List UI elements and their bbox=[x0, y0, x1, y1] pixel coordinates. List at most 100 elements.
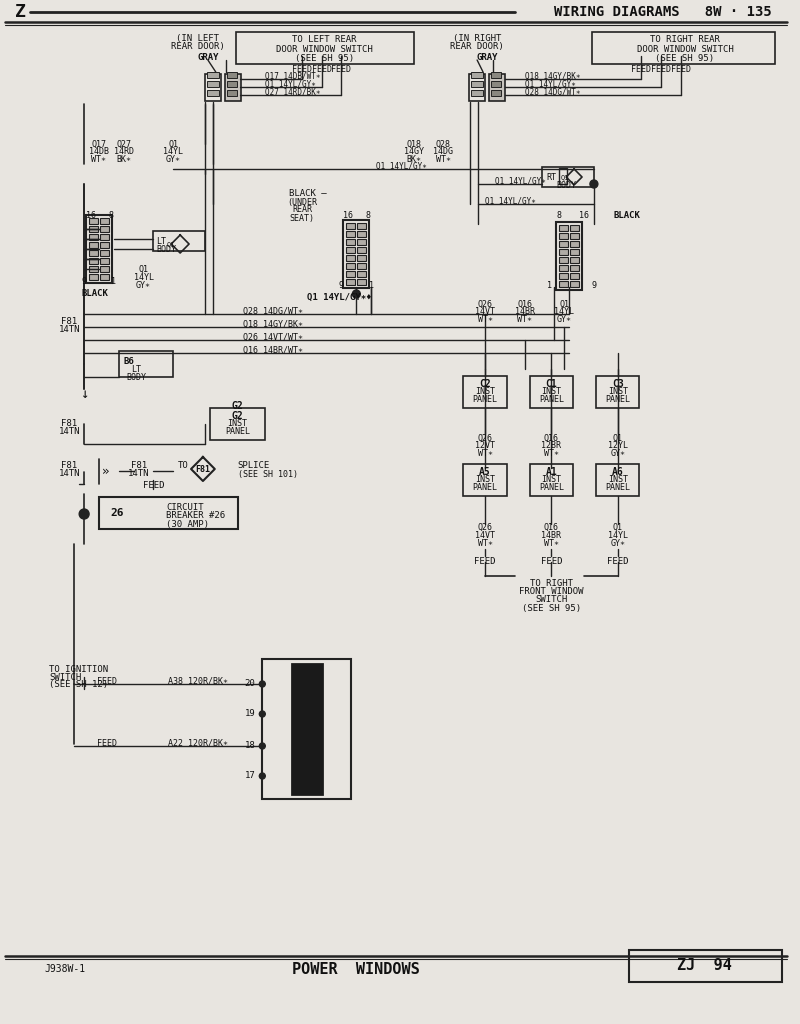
Text: BK∗: BK∗ bbox=[406, 156, 422, 165]
Bar bbox=[559, 265, 568, 271]
Text: 20: 20 bbox=[245, 680, 255, 688]
Text: Q16: Q16 bbox=[544, 433, 559, 442]
Bar bbox=[629, 950, 782, 982]
Bar bbox=[489, 74, 505, 100]
Text: Q17 14DB/WT∗: Q17 14DB/WT∗ bbox=[266, 72, 321, 81]
Text: TO: TO bbox=[178, 462, 189, 470]
Text: Q26: Q26 bbox=[478, 522, 493, 531]
Text: BREAKER #26: BREAKER #26 bbox=[166, 512, 226, 520]
Text: BODY: BODY bbox=[156, 245, 176, 254]
Text: Q1 14YL/GY∗: Q1 14YL/GY∗ bbox=[525, 80, 575, 88]
Text: PANEL: PANEL bbox=[605, 483, 630, 493]
Bar bbox=[292, 664, 322, 794]
Bar bbox=[346, 223, 355, 229]
Bar bbox=[559, 273, 568, 279]
Text: Q1: Q1 bbox=[138, 264, 149, 273]
Text: PANEL: PANEL bbox=[473, 395, 498, 404]
Text: 14DG: 14DG bbox=[434, 147, 454, 157]
Text: 9: 9 bbox=[82, 278, 86, 287]
Circle shape bbox=[352, 290, 360, 298]
Bar bbox=[100, 266, 109, 272]
Text: Q17: Q17 bbox=[91, 139, 106, 148]
Text: J938W-1: J938W-1 bbox=[45, 964, 86, 974]
Text: GY∗: GY∗ bbox=[166, 156, 181, 165]
Text: SWITCH: SWITCH bbox=[535, 596, 567, 604]
Bar bbox=[89, 218, 98, 224]
Bar bbox=[570, 273, 579, 279]
Text: (SEE SH 95): (SEE SH 95) bbox=[522, 603, 581, 612]
Bar bbox=[346, 247, 355, 253]
Text: WT∗: WT∗ bbox=[517, 315, 532, 325]
Text: Q26: Q26 bbox=[478, 433, 493, 442]
Bar bbox=[570, 257, 579, 263]
Bar bbox=[100, 226, 109, 232]
Text: (IN LEFT: (IN LEFT bbox=[177, 35, 219, 43]
Text: WT∗: WT∗ bbox=[478, 539, 493, 548]
Bar bbox=[205, 74, 221, 100]
Text: Q1: Q1 bbox=[613, 433, 622, 442]
Text: FEED: FEED bbox=[541, 557, 562, 566]
Text: 14YL: 14YL bbox=[163, 147, 183, 157]
Bar bbox=[210, 408, 265, 440]
Text: FEED: FEED bbox=[292, 65, 312, 74]
Text: REAR DOOR): REAR DOOR) bbox=[171, 43, 225, 51]
Bar bbox=[592, 32, 775, 63]
Bar bbox=[100, 274, 109, 280]
Text: F81: F81 bbox=[62, 420, 78, 428]
Circle shape bbox=[79, 509, 89, 519]
Text: GY∗: GY∗ bbox=[557, 315, 572, 325]
Text: BODY: BODY bbox=[126, 373, 146, 382]
Text: PANEL: PANEL bbox=[539, 483, 564, 493]
Circle shape bbox=[259, 681, 266, 687]
Text: 14TN: 14TN bbox=[58, 427, 80, 436]
Text: FEED: FEED bbox=[312, 65, 332, 74]
Text: Q28 14DG/WT∗: Q28 14DG/WT∗ bbox=[525, 87, 580, 96]
Bar bbox=[559, 281, 568, 287]
Text: BLACK —: BLACK — bbox=[289, 189, 326, 199]
Bar bbox=[559, 241, 568, 247]
Text: LT: LT bbox=[156, 237, 166, 246]
Circle shape bbox=[259, 773, 266, 779]
Text: 8: 8 bbox=[366, 212, 370, 220]
Text: Q26: Q26 bbox=[478, 299, 493, 308]
Text: A38 120R/BK∗: A38 120R/BK∗ bbox=[168, 677, 228, 685]
Text: BODY: BODY bbox=[556, 180, 576, 189]
Circle shape bbox=[590, 180, 598, 188]
Text: B6: B6 bbox=[124, 357, 134, 367]
Text: 19: 19 bbox=[245, 710, 255, 719]
Circle shape bbox=[259, 711, 266, 717]
Text: SEAT): SEAT) bbox=[290, 213, 314, 222]
Text: 16: 16 bbox=[343, 212, 354, 220]
Text: F81: F81 bbox=[130, 462, 146, 470]
Text: Q28 14DG/WT∗: Q28 14DG/WT∗ bbox=[242, 306, 302, 315]
Text: REAR DOOR): REAR DOOR) bbox=[450, 43, 504, 51]
Text: REAR: REAR bbox=[292, 206, 312, 214]
Text: 14TN: 14TN bbox=[58, 325, 80, 334]
Bar bbox=[226, 90, 237, 95]
Bar bbox=[559, 249, 568, 255]
Text: WT∗: WT∗ bbox=[544, 450, 559, 459]
Bar bbox=[100, 234, 109, 240]
Text: Q1 14YL/GY∗: Q1 14YL/GY∗ bbox=[266, 80, 316, 88]
Text: WIRING DIAGRAMS   8W · 135: WIRING DIAGRAMS 8W · 135 bbox=[554, 5, 772, 19]
Circle shape bbox=[259, 743, 266, 749]
Text: BLACK: BLACK bbox=[614, 212, 641, 220]
Text: 14RD: 14RD bbox=[114, 147, 134, 157]
Text: A22 120R/BK∗: A22 120R/BK∗ bbox=[168, 738, 228, 748]
Bar bbox=[343, 220, 370, 288]
Bar bbox=[469, 74, 485, 100]
Text: Q26 14VT/WT∗: Q26 14VT/WT∗ bbox=[242, 333, 302, 341]
Bar bbox=[118, 351, 174, 377]
Text: CIRCUIT: CIRCUIT bbox=[166, 504, 204, 512]
Text: ZJ  94: ZJ 94 bbox=[678, 958, 732, 974]
Bar bbox=[226, 81, 237, 86]
Text: PANEL: PANEL bbox=[473, 483, 498, 493]
Bar bbox=[89, 266, 98, 272]
Text: ↓: ↓ bbox=[80, 387, 88, 401]
Text: GY∗: GY∗ bbox=[610, 450, 625, 459]
Text: FEED: FEED bbox=[607, 557, 629, 566]
Bar bbox=[99, 497, 238, 529]
Bar bbox=[570, 281, 579, 287]
Text: 12YL: 12YL bbox=[608, 441, 628, 451]
Bar bbox=[100, 218, 109, 224]
